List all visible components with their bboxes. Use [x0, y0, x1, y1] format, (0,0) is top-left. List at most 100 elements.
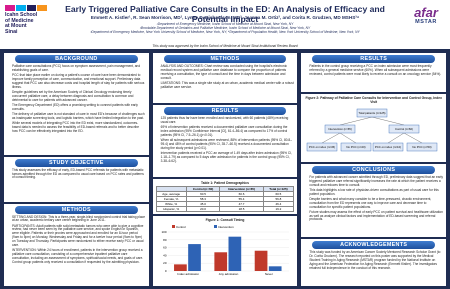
bullet: Patients in the control group receiving … [309, 64, 443, 77]
bar [187, 244, 201, 271]
affiliation: ³Department of Emergency Medicine, New Y… [90, 30, 360, 35]
bullet: 69% of intervention patients received a … [161, 125, 295, 138]
section: RESULTSPatients in the control group rec… [301, 53, 447, 92]
header: Icahn School of Medicine at Mount Sinai … [0, 0, 450, 45]
table-caption: Table 1: Patient Demographics [201, 181, 249, 185]
y-tick-label: 100 [161, 230, 166, 234]
institution-name: Icahn School of Medicine at Mount Sinai [5, 12, 38, 35]
bullet: This study was funded by an American Can… [309, 251, 443, 271]
flow-box [373, 142, 404, 151]
column: METHODSANALYSIS AND OUTCOMES: Chart revi… [152, 53, 298, 286]
bullet-list: This study assesses the efficacy of earl… [7, 168, 146, 181]
bullet: Palliative care consultations (PCC) focu… [12, 64, 146, 73]
flow-arrow [388, 132, 405, 143]
section-heading: RESULTS [312, 55, 436, 63]
bar [254, 250, 268, 271]
bullet-list: Palliative care consultations (PCC) focu… [7, 64, 146, 134]
x-tick-label: Index admission [177, 272, 199, 276]
bullet-list: For patients with advanced cancer admitt… [304, 175, 443, 223]
section-heading: METHODS [15, 205, 138, 214]
bar [268, 266, 282, 271]
section: STUDY OBJECTIVEThis study assesses the e… [4, 156, 149, 202]
irb-note: This study was approved by the Icahn Sch… [152, 44, 298, 48]
flow-label: Total patients (n=125) [359, 111, 386, 115]
section: METHODSSETTING AND DESIGN: This is a thr… [4, 203, 149, 287]
flow-arrow [340, 132, 357, 143]
bullet-list: ANALYSIS AND OUTCOMES: Chart review was … [156, 64, 295, 90]
bullet: Intervention patients received a PCC an … [161, 151, 295, 164]
section-heading: RESULTS [163, 107, 287, 116]
bar [228, 236, 241, 271]
table-row: Hispanic, % 20.0 18.5 19.2 [155, 206, 295, 212]
chart: 0 20 40 60 80 100 Index admission Any admission… [161, 225, 289, 276]
flow-arrow [404, 132, 423, 143]
bullet-list: 125 patients thus far have been enrolled… [156, 116, 295, 164]
bullet-list: This study was funded by an American Can… [304, 251, 443, 271]
flow-box [307, 142, 338, 151]
legend-swatch [213, 225, 217, 228]
bullet: 125 patients thus far have been enrolled… [161, 116, 295, 125]
poster-body: BACKGROUNDPalliative care consultations … [0, 49, 450, 289]
section: CONCLUSIONSFor patients with advanced ca… [301, 163, 447, 238]
column: RESULTSPatients in the control group rec… [301, 53, 447, 287]
bullet: The delivery of palliative care is not s… [12, 112, 146, 121]
section: RESULTS125 patients thus far have been e… [152, 105, 298, 177]
flow-label: Intervention (n=65) [329, 127, 353, 131]
table-cell: 18.5 [219, 206, 264, 212]
legend-label: Intervention [218, 225, 234, 229]
legend-label: Control [176, 225, 186, 229]
bar [214, 252, 227, 271]
partner-name: afar [414, 5, 438, 20]
affiliations: ¹Department of Emergency Medicine, Icahn… [60, 22, 390, 35]
bullet: This data highlights a low rate of physi… [309, 188, 443, 197]
section-heading: CONCLUSIONS [312, 165, 436, 174]
flow-box [341, 142, 372, 151]
figure-caption: Figure 1: Consult Timing [205, 218, 245, 222]
section: Table 1: Patient Demographics Control (n=… [152, 179, 298, 214]
section-heading: BACKGROUND [15, 55, 138, 63]
y-tick-label: 60 [163, 246, 167, 250]
flow-arrow [340, 116, 373, 125]
section: Figure 2: Pathway of Palliative Care Con… [301, 93, 447, 162]
authors: Emmett A. Kistler¹, R. Sean Morrison, MD… [90, 15, 360, 20]
flow-label: PCC on index (n=45) [309, 145, 335, 149]
figure-caption: Figure 2: Pathway of Palliative Care Con… [305, 95, 442, 104]
table-cell: Hispanic, % [155, 206, 187, 212]
table: Control (n=60) Intervention (n=65) Total (… [155, 186, 295, 212]
flow-label: No PCC (n=50) [413, 145, 432, 149]
partner-program: MSTAR [415, 19, 437, 25]
flow-box [389, 124, 420, 133]
y-tick-label: 0 [165, 269, 167, 273]
bullet: Future studies may assess the effect of … [309, 210, 443, 223]
table-cell: 20.0 [185, 206, 221, 212]
flow-arrow [372, 116, 405, 125]
x-tick-label: Any admission [218, 272, 238, 276]
flow-label: PCC on index (n=10) [375, 145, 401, 149]
bullet: While several models of integrating PCC … [12, 121, 146, 134]
section: BACKGROUNDPalliative care consultations … [4, 53, 149, 155]
flow-label: No PCC (n=20) [347, 145, 366, 149]
bullet: This study assesses the efficacy of earl… [12, 168, 146, 181]
section: METHODSANALYSIS AND OUTCOMES: Chart revi… [152, 53, 298, 104]
bullet: PARTICIPANTS: Adult patients with solid … [12, 224, 146, 248]
bullet: When all subsequent admissions were revi… [161, 138, 295, 151]
x-tick-label: Never [264, 272, 272, 276]
flow-arrow [322, 132, 341, 143]
bullet: For patients with advanced cancer admitt… [309, 175, 443, 188]
flow-diagram: Total patients (n=125) Intervention (n=65… [307, 108, 438, 151]
bullet-list: SETTING AND DESIGN: This is a three-year… [7, 215, 146, 265]
section: Figure 1: Consult Timing 0 20 40 60 80 100 Inde… [152, 216, 298, 286]
affiliation: ¹Department of Emergency Medicine, Icahn… [156, 22, 294, 26]
bullet: The Emergency Department (ED) offers a p… [12, 103, 146, 112]
partner-logo: afar MSTAR [405, 6, 447, 25]
legend-swatch [171, 225, 175, 228]
section: ACKNOWLEDGEMENTSThis study was funded by… [301, 239, 447, 287]
affiliation: ²Brookdale Department of Geriatrics and … [139, 26, 311, 31]
bar [173, 264, 187, 271]
bullet: SETTING AND DESIGN: This is a three-year… [12, 215, 146, 224]
y-tick-label: 40 [163, 253, 167, 257]
bullet: LIMITATIONS: This was a single site stud… [161, 81, 295, 90]
section-heading: ACKNOWLEDGEMENTS [312, 241, 436, 250]
bullet: INTERVENTION: Within 24 hours of enrollm… [12, 248, 146, 265]
flow-label: Control (n=60) [395, 127, 413, 131]
